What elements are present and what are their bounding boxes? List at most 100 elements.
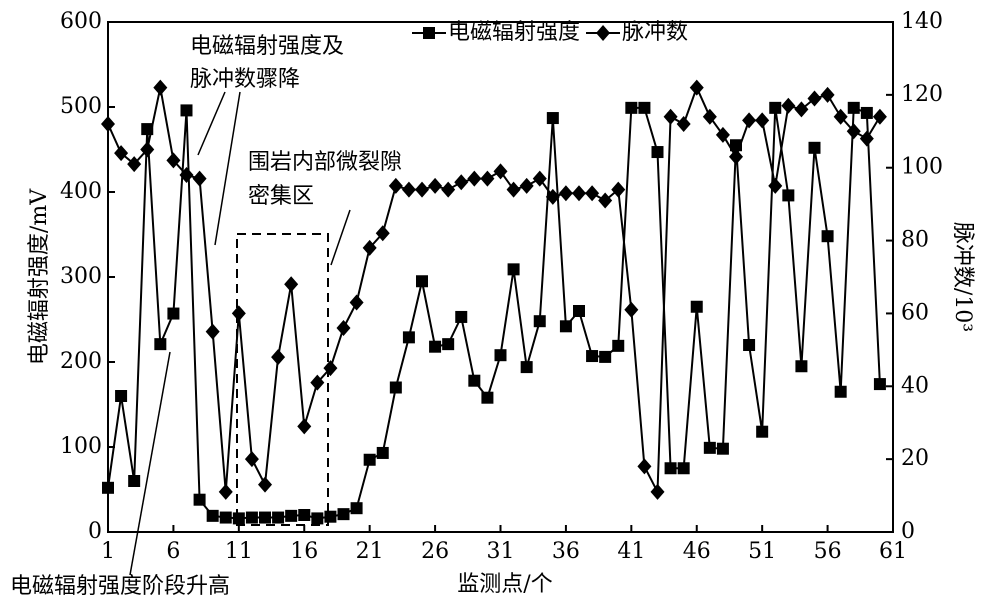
data-point bbox=[808, 141, 821, 154]
data-point bbox=[507, 263, 520, 276]
annotation-arrow bbox=[214, 91, 241, 246]
annotation: 脉冲数骤降 bbox=[190, 67, 300, 92]
data-point bbox=[768, 177, 783, 194]
data-point bbox=[376, 446, 389, 459]
x-tick-label: 6 bbox=[166, 539, 180, 564]
data-point bbox=[298, 509, 311, 521]
annotation-arrow bbox=[330, 209, 351, 266]
data-point bbox=[689, 79, 704, 96]
data-point bbox=[101, 116, 115, 132]
data-point bbox=[651, 146, 664, 159]
x-tick-label: 56 bbox=[814, 539, 842, 564]
data-point bbox=[650, 483, 665, 500]
x-tick-label: 1 bbox=[101, 539, 115, 564]
data-point bbox=[102, 481, 114, 494]
x-axis-label: 监测点/个 bbox=[457, 572, 552, 597]
y2-tick-label: 120 bbox=[901, 82, 943, 107]
y-tick-label: 0 bbox=[88, 519, 102, 544]
data-point bbox=[481, 391, 494, 404]
data-point bbox=[625, 101, 638, 114]
data-point bbox=[362, 239, 377, 256]
data-point bbox=[416, 275, 428, 288]
data-point bbox=[846, 123, 861, 140]
data-point bbox=[533, 315, 546, 328]
data-point bbox=[153, 79, 168, 96]
data-point bbox=[532, 170, 547, 187]
data-point bbox=[545, 188, 560, 205]
data-point bbox=[833, 108, 848, 125]
data-point bbox=[794, 101, 809, 118]
data-point bbox=[128, 475, 141, 487]
data-point bbox=[637, 458, 652, 475]
y2-axis-label: 脉冲数/10³ bbox=[950, 222, 975, 332]
y-axis-label: 电磁辐射强度/mV bbox=[27, 188, 52, 365]
data-point bbox=[807, 90, 822, 107]
data-point bbox=[611, 181, 626, 198]
data-point bbox=[127, 156, 142, 173]
y-tick-label: 300 bbox=[60, 264, 102, 289]
data-point bbox=[494, 349, 507, 362]
data-point bbox=[140, 141, 155, 158]
data-point bbox=[429, 340, 442, 353]
data-point bbox=[205, 323, 220, 340]
data-point bbox=[231, 305, 246, 322]
data-point bbox=[586, 350, 599, 363]
data-point bbox=[206, 509, 219, 522]
data-point bbox=[389, 381, 402, 394]
data-point bbox=[455, 310, 468, 323]
data-point bbox=[702, 108, 717, 125]
y-tick-label: 400 bbox=[60, 179, 102, 204]
y2-tick-label: 100 bbox=[901, 155, 943, 180]
y2-tick-label: 0 bbox=[901, 519, 915, 544]
data-point bbox=[193, 493, 206, 506]
data-point bbox=[388, 177, 403, 194]
data-point bbox=[663, 108, 678, 125]
annotation-arrow bbox=[129, 351, 171, 576]
data-point bbox=[179, 167, 194, 183]
data-point bbox=[363, 453, 376, 466]
data-point bbox=[716, 442, 729, 455]
data-point bbox=[218, 483, 233, 500]
data-point bbox=[468, 374, 481, 387]
x-tick-label: 46 bbox=[683, 539, 711, 564]
plot-frame bbox=[107, 21, 894, 533]
data-point bbox=[166, 152, 181, 169]
x-tick-label: 11 bbox=[225, 539, 253, 564]
x-tick-label: 21 bbox=[356, 539, 384, 564]
data-point bbox=[676, 116, 691, 132]
data-point bbox=[349, 294, 364, 311]
data-point bbox=[428, 177, 443, 194]
x-tick-label: 16 bbox=[290, 539, 318, 564]
annotation: 围岩内部微裂隙 bbox=[248, 150, 402, 175]
x-tick-label: 31 bbox=[487, 539, 515, 564]
data-point bbox=[402, 331, 415, 344]
data-point bbox=[285, 509, 298, 522]
data-point bbox=[441, 181, 456, 198]
data-point bbox=[467, 170, 482, 187]
data-point bbox=[820, 86, 835, 103]
dense-zone-box bbox=[236, 233, 329, 526]
data-point bbox=[769, 101, 782, 114]
data-point bbox=[572, 185, 586, 202]
legend-marker bbox=[423, 27, 435, 39]
y2-tick-label: 140 bbox=[901, 9, 943, 34]
data-point bbox=[337, 508, 350, 521]
data-point bbox=[742, 112, 757, 129]
data-point bbox=[115, 390, 128, 402]
data-point bbox=[782, 189, 795, 202]
legend-marker bbox=[596, 25, 611, 41]
y2-tick-label: 60 bbox=[901, 300, 929, 325]
data-point bbox=[350, 502, 363, 515]
data-point bbox=[599, 350, 612, 363]
data-point bbox=[743, 339, 756, 351]
data-point bbox=[638, 101, 651, 114]
data-point bbox=[585, 185, 600, 202]
data-point bbox=[167, 307, 180, 320]
y2-tick-label: 40 bbox=[901, 373, 929, 398]
data-point bbox=[311, 512, 324, 525]
data-point bbox=[310, 374, 325, 391]
legend-label: 电磁辐射强度 bbox=[448, 20, 580, 45]
data-point bbox=[154, 338, 167, 351]
data-point bbox=[480, 170, 495, 187]
